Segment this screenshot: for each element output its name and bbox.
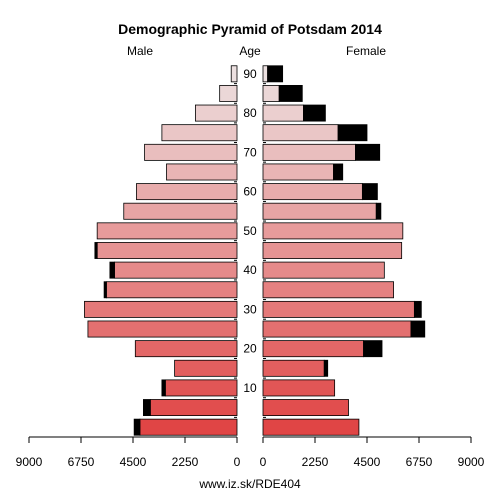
male-excess-bar-35-39 [103,281,107,299]
female-excess-bar-70-74 [355,143,381,161]
female-excess-bar-20-24 [363,340,383,358]
male-x-tick-label: 4500 [120,455,147,469]
male-bar-60-64 [136,183,238,201]
age-tick-label: 10 [243,381,257,395]
male-excess-bar-45-49 [94,242,98,259]
age-tick-label: 70 [243,145,257,159]
female-bar-55-59 [262,202,377,220]
female-x-tick-label: 9000 [458,455,485,469]
male-x-tick-label: 9000 [16,455,43,469]
male-bar-25-29 [87,320,238,338]
male-excess-bar-5-9 [142,399,151,417]
female-excess-bar-90+ [267,65,284,83]
female-bar-25-29 [262,320,412,338]
female-bar-15-19 [262,359,325,377]
female-x-tick-label: 2250 [302,455,329,469]
female-label: Female [346,44,386,58]
male-x-tick-label: 2250 [172,455,199,469]
male-x-tick-label: 6750 [68,455,95,469]
female-excess-bar-25-29 [410,320,426,338]
male-label: Male [127,44,153,58]
female-bar-60-64 [262,183,363,201]
age-tick-label: 90 [243,67,257,81]
female-excess-bar-55-59 [375,202,382,220]
female-bar-30-34 [262,300,415,318]
female-bar-35-39 [262,281,394,299]
female-x-tick-label: 0 [260,455,267,469]
female-excess-bar-80-84 [303,104,326,122]
female-bar-0-4 [262,418,360,436]
male-bar-70-74 [144,143,238,161]
female-bar-40-44 [262,261,385,279]
female-bar-75-79 [262,124,339,142]
female-excess-bar-60-64 [361,183,378,201]
female-x-tick-label: 6750 [406,455,433,469]
female-excess-bar-65-69 [333,163,344,181]
age-tick-label: 30 [243,302,257,316]
female-bar-70-74 [262,143,356,161]
female-x-tick-label: 4500 [354,455,381,469]
female-bar-45-49 [262,242,403,259]
female-bar-5-9 [262,399,349,417]
male-x-tick-label: 0 [234,455,241,469]
female-excess-bar-85-89 [278,84,303,102]
male-bar-45-49 [96,242,238,259]
age-tick-label: 40 [243,263,257,277]
bars-group [84,65,426,436]
female-bar-65-69 [262,163,334,181]
male-bar-75-79 [161,124,238,142]
male-bar-0-4 [139,418,238,436]
male-excess-bar-10-14 [161,379,166,397]
male-bar-5-9 [149,399,238,417]
male-bar-40-44 [114,261,238,279]
male-excess-bar-0-4 [133,418,141,436]
age-tick-label: 60 [243,185,257,199]
female-excess-bar-15-19 [323,359,329,377]
female-bar-90+ [262,65,269,83]
male-excess-bar-40-44 [109,261,115,279]
male-bar-55-59 [123,202,238,220]
male-bar-85-89 [219,84,238,102]
male-bar-50-54 [96,222,238,240]
age-tick-label: 80 [243,106,257,120]
female-bar-20-24 [262,340,364,358]
age-label: Age [239,44,261,58]
male-bar-35-39 [106,281,238,299]
age-tick-label: 20 [243,342,257,356]
age-tick-label: 50 [243,224,257,238]
female-bar-50-54 [262,222,404,240]
female-excess-bar-75-79 [337,124,368,142]
male-bar-80-84 [194,104,238,122]
male-bar-90+ [230,65,238,83]
male-bar-30-34 [84,300,238,318]
female-excess-bar-30-34 [413,300,422,318]
chart-title: Demographic Pyramid of Potsdam 2014 [118,21,382,37]
axes-group: 10 20 30 40 50 60 70 80 90 9000 6750 4500 2250 0 0 2250… [16,67,485,469]
female-bar-10-14 [262,379,336,397]
female-bar-85-89 [262,84,280,102]
male-bar-20-24 [134,340,238,358]
male-bar-15-19 [174,359,238,377]
source-footer: www.iz.sk/RDE404 [198,477,301,491]
female-bar-80-84 [262,104,304,122]
male-bar-10-14 [164,379,238,397]
male-bar-65-69 [166,163,238,181]
